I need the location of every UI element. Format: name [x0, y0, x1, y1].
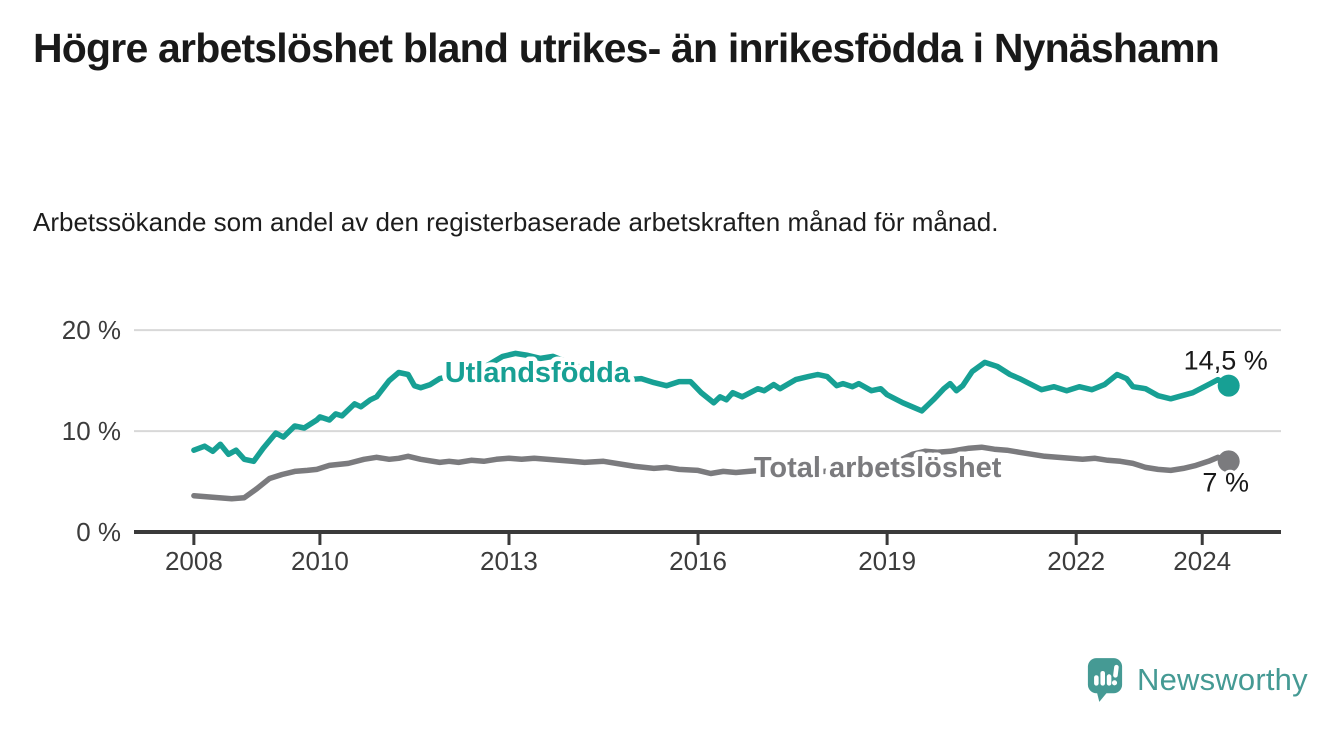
y-axis-tick-label: 0 % — [76, 517, 121, 547]
x-axis-tick-label: 2008 — [165, 546, 223, 576]
series-end-dot — [1217, 450, 1240, 473]
chart-subtitle: Arbetssökande som andel av den registerb… — [33, 207, 999, 237]
series-inline-label: Utlandsfödda — [445, 357, 631, 389]
x-axis-tick-label: 2010 — [291, 546, 349, 576]
series-line-utlandsfodda — [191, 350, 1232, 465]
newsworthy-logo-text: Newsworthy — [1137, 661, 1308, 697]
x-axis-tick-label: 2016 — [669, 546, 727, 576]
series-inline-label: Total arbetslöshet — [754, 452, 1002, 484]
x-axis-tick-label: 2019 — [858, 546, 916, 576]
series-end-dot — [1217, 374, 1240, 397]
series-end-value-label: 7 % — [1202, 467, 1249, 497]
series-end-value-label: 14,5 % — [1184, 346, 1268, 376]
x-axis-tick-label: 2024 — [1173, 546, 1231, 576]
y-axis-tick-label: 20 % — [62, 315, 121, 345]
unemployment-line-chart: 0 % 10 % 20 % 2008 2010 2013 2016 2019 2022 2024 U… — [62, 315, 1281, 576]
bar-chart-speech-bubble-icon — [1087, 658, 1123, 702]
newsworthy-logo: Newsworthy — [1086, 656, 1308, 703]
x-axis-tick-label: 2022 — [1047, 546, 1105, 576]
y-axis-tick-label: 10 % — [62, 416, 121, 446]
x-axis-tick-label: 2013 — [480, 546, 538, 576]
series-line-total — [191, 444, 1232, 502]
page-title: Högre arbetslöshet bland utrikes- än inr… — [33, 25, 1220, 71]
